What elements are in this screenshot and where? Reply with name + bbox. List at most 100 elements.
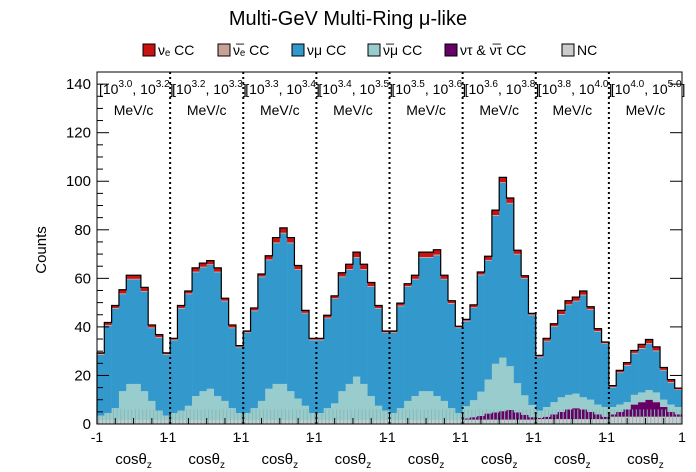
bar-nuebar-bin-46 [433, 254, 441, 256]
bar-numubar-bin-34 [345, 383, 354, 421]
bar-nuebar-bin-63 [557, 314, 566, 315]
chart-title: Multi-GeV Multi-Ring μ-like [229, 8, 467, 30]
bar-numubar-bin-67 [586, 399, 595, 412]
panel-unit-label: MeV/c [479, 102, 519, 118]
bar-nuebar-bin-78 [667, 382, 675, 383]
bar-nue-bin-31 [323, 315, 332, 318]
bar-nc-bin-54 [491, 419, 500, 424]
panel-range-label: [104.0, 105.0] [611, 79, 686, 97]
bar-numubar-bin-22 [257, 400, 266, 421]
bar-nuebar-bin-18 [228, 327, 237, 329]
bar-nuebar-bin-65 [572, 300, 580, 302]
bar-numubar-bin-48 [448, 408, 456, 421]
bar-numubar-bin-50 [462, 406, 471, 419]
bar-numubar-bin-66 [579, 397, 588, 410]
bar-nue-bin-68 [594, 328, 602, 332]
legend-swatch-nue [142, 43, 156, 57]
bar-nue-bin-51 [469, 304, 478, 308]
panel-unit-label: MeV/c [552, 102, 592, 118]
bar-numubar-bin-42 [404, 400, 412, 421]
bar-nc-bin-73 [630, 416, 639, 424]
bar-numubar-bin-18 [228, 408, 237, 421]
bar-nc-bin-68 [594, 419, 602, 424]
bar-nutau-bin-56 [506, 409, 515, 420]
bar-numubar-bin-39 [382, 410, 390, 421]
bar-nutau-bin-71 [616, 411, 624, 417]
bar-nc-bin-31 [323, 420, 332, 424]
bar-nue-bin-36 [360, 264, 368, 270]
bar-numu-bin-32 [331, 298, 339, 404]
bar-nuebar-bin-75 [645, 343, 654, 344]
y-tick-label: 0 [83, 416, 91, 433]
total-outline [96, 176, 682, 424]
bar-nue-bin-15 [206, 260, 215, 265]
legend-swatch-nc [561, 43, 575, 57]
bar-nue-bin-65 [572, 297, 580, 301]
bar-nutau-bin-62 [550, 414, 558, 420]
bar-nc-bin-44 [418, 420, 427, 424]
bar-numubar-bin-44 [418, 391, 427, 421]
bar-numu-bin-54 [491, 215, 500, 364]
bar-numu-bin-1 [104, 325, 112, 414]
bar-nue-bin-66 [579, 290, 588, 295]
bar-nutau-bin-69 [601, 416, 610, 420]
bar-nutau-bin-55 [499, 411, 507, 420]
bar-nutau-bin-51 [469, 417, 478, 420]
y-tick-label: 80 [74, 222, 91, 239]
bar-numu-bin-51 [469, 307, 478, 401]
panel-range-label: [103.6, 103.8] [465, 79, 540, 97]
y-tick-label: 20 [74, 367, 91, 384]
bar-nuebar-bin-72 [623, 365, 632, 366]
bar-nutau-bin-74 [638, 402, 646, 417]
bar-nuebar-bin-25 [279, 232, 288, 234]
bar-numu-bin-70 [608, 387, 617, 408]
bar-numubar-bin-30 [316, 413, 324, 421]
bar-numubar-bin-14 [199, 391, 207, 421]
bar-numu-bin-12 [184, 294, 193, 406]
bar-nue-bin-39 [382, 331, 390, 333]
legend: νₑ CC ν̅ₑ CC νμ CC ν̅μ CC ντ & ν̅τ CC NC [142, 42, 597, 58]
bar-nue-bin-11 [177, 305, 186, 308]
bar-numubar-bin-0 [97, 415, 105, 421]
bar-nuebar-bin-67 [586, 309, 595, 310]
bar-numu-bin-28 [301, 313, 310, 406]
legend-label-nutau: ντ & ν̅τ CC [460, 42, 526, 58]
bar-nuebar-bin-49 [455, 327, 463, 329]
bar-numubar-bin-68 [594, 404, 602, 415]
bar-numu-bin-71 [616, 373, 624, 405]
bar-nue-bin-2 [111, 305, 120, 308]
bar-nuebar-bin-15 [206, 264, 215, 265]
bar-nuebar-bin-30 [316, 339, 324, 341]
bar-nc-bin-9 [162, 420, 171, 424]
x-tick-label: 1 [598, 429, 606, 445]
bar-nue-bin-6 [140, 287, 149, 291]
bar-numubar-bin-25 [279, 383, 288, 421]
bar-nutau-bin-57 [513, 412, 522, 420]
bar-nuebar-bin-68 [594, 331, 602, 332]
bar-numu-bin-10 [170, 340, 178, 414]
bar-nc-bin-19 [235, 420, 244, 424]
bar-numu-bin-76 [652, 351, 661, 393]
bar-nc-bin-51 [469, 419, 478, 424]
bar-nutau-bin-67 [586, 411, 595, 420]
bar-nc-bin-76 [652, 416, 661, 424]
legend-swatch-nuebar [217, 43, 231, 57]
bar-numubar-bin-49 [455, 413, 463, 421]
bar-nc-bin-63 [557, 419, 566, 424]
bar-numu-bin-78 [667, 382, 675, 405]
bar-nutau-bin-73 [630, 404, 639, 417]
bar-numubar-bin-35 [352, 376, 361, 421]
bar-nc-bin-48 [448, 420, 456, 424]
bar-numu-bin-31 [323, 318, 332, 409]
bar-nue-bin-20 [243, 331, 251, 333]
bar-nuebar-bin-2 [111, 307, 120, 309]
bar-nue-bin-60 [535, 355, 544, 357]
bar-nc-bin-35 [352, 420, 361, 424]
bar-numubar-bin-75 [645, 390, 654, 400]
bar-numu-bin-33 [338, 277, 346, 392]
bar-nue-bin-79 [674, 388, 683, 390]
bar-nue-bin-27 [294, 265, 303, 270]
bar-nc-bin-4 [126, 420, 134, 424]
bar-numubar-bin-59 [528, 405, 537, 418]
x-tick-label: -1 [164, 429, 177, 445]
